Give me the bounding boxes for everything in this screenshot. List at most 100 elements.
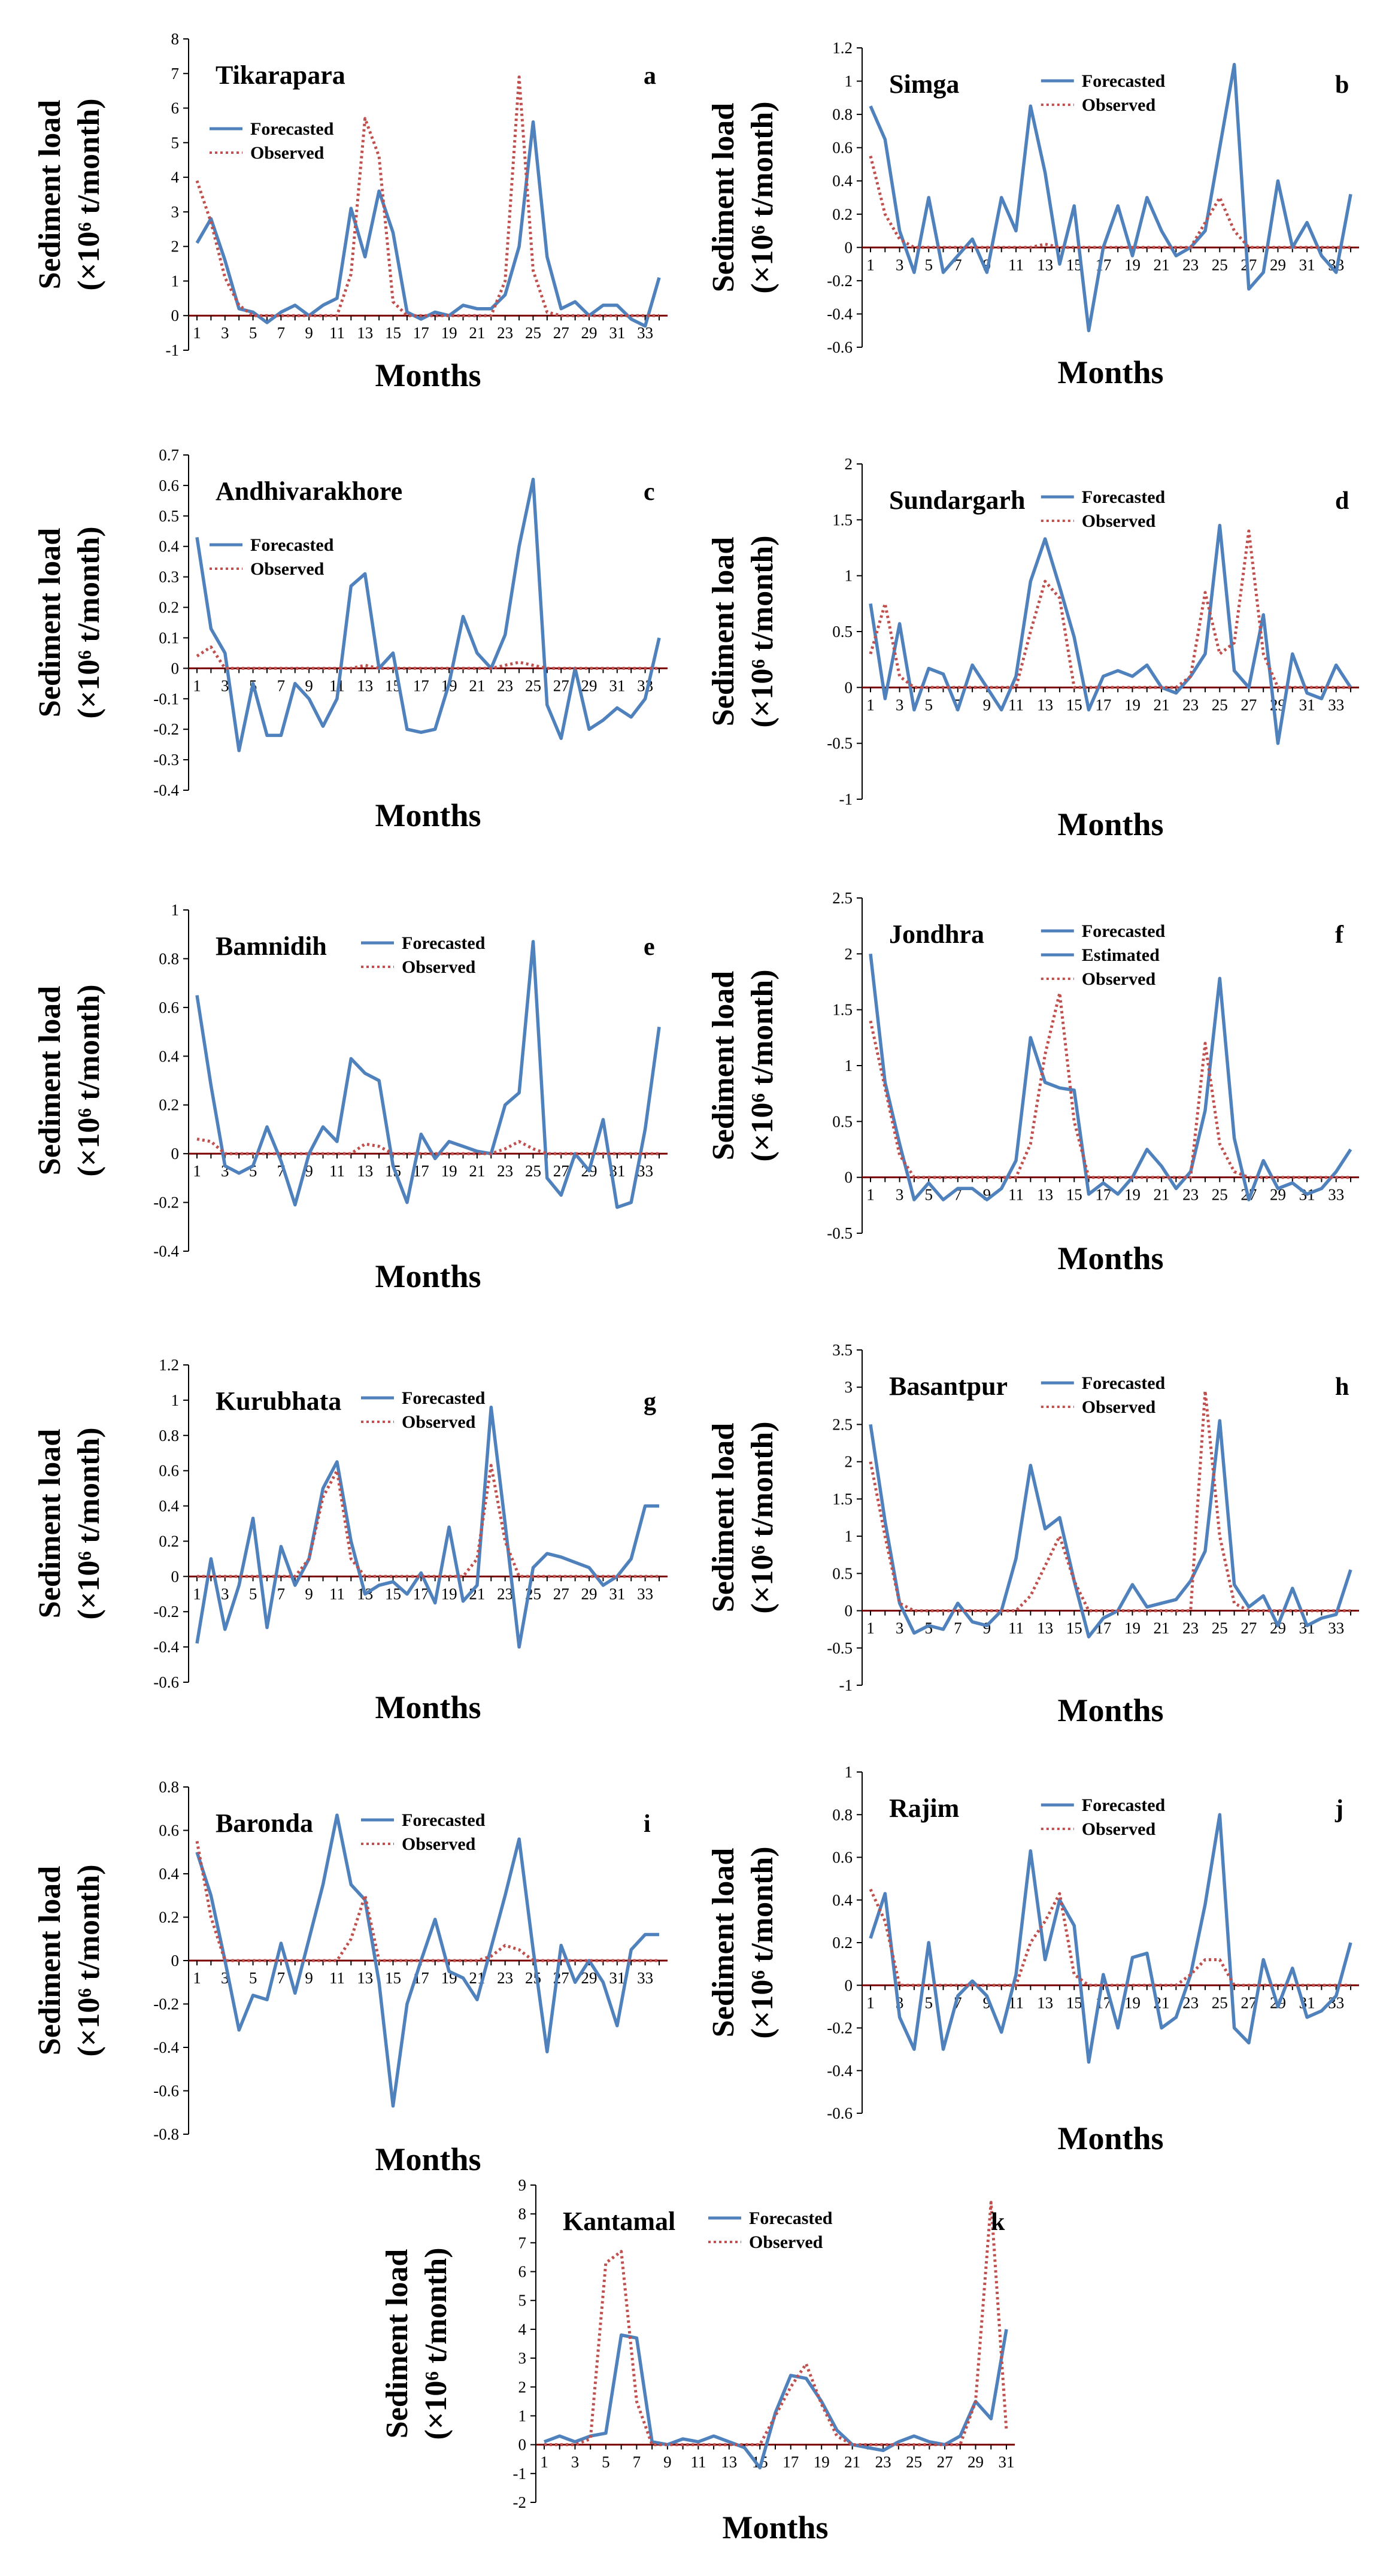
series-line-forecasted <box>869 63 1352 332</box>
x-tick-label: 33 <box>1328 1186 1344 1204</box>
y-tick-label: 0.8 <box>159 1427 179 1445</box>
legend-label-forecasted: Forecasted <box>749 2208 833 2228</box>
panel-title: Kantamal <box>563 2207 675 2236</box>
x-axis-label: Months <box>375 1689 481 1725</box>
y-tick-label: 0.8 <box>159 1778 179 1796</box>
x-tick-label: 27 <box>553 676 569 694</box>
y-tick-label: 0 <box>845 1976 853 1994</box>
y-tick-label: 7 <box>518 2234 527 2252</box>
y-tick-label: 6 <box>171 99 180 117</box>
x-tick-label: 23 <box>1182 1186 1199 1204</box>
y-tick-label: 2 <box>845 455 853 473</box>
x-tick-label: 19 <box>441 324 457 342</box>
x-tick-label: 3 <box>896 1186 904 1204</box>
panel-title: Kurubhata <box>216 1386 341 1416</box>
y-tick-label: -0.5 <box>827 1224 853 1242</box>
y-tick-label: 0.4 <box>832 172 853 190</box>
x-tick-label: 7 <box>277 1585 286 1603</box>
x-tick-label: 13 <box>1037 256 1053 274</box>
y-tick-label: 2.5 <box>832 1415 853 1433</box>
x-tick-label: 11 <box>1008 256 1024 274</box>
y-tick-label: 4 <box>518 2320 527 2338</box>
x-tick-label: 31 <box>609 676 625 694</box>
x-tick-label: 23 <box>1182 1994 1199 2011</box>
x-tick-label: 31 <box>1299 696 1315 714</box>
x-axis-label: Months <box>1057 2120 1163 2156</box>
y-tick-label: 0.2 <box>832 1934 853 1952</box>
y-axis-unit-label: (×10⁶ t/month) <box>419 2247 453 2440</box>
y-tick-label: 0.8 <box>832 1806 853 1823</box>
x-tick-label: 21 <box>1154 1619 1170 1637</box>
y-tick-label: -0.4 <box>827 305 853 323</box>
y-tick-label: 3 <box>171 203 180 221</box>
y-tick-label: 0.6 <box>832 1849 853 1867</box>
y-tick-label: -0.2 <box>827 2019 853 2037</box>
y-tick-label: 0.4 <box>832 1891 853 1909</box>
x-tick-label: 11 <box>329 1585 345 1603</box>
x-axis-label: Months <box>375 2141 481 2177</box>
chart-panel-h: -1-0.500.511.522.533.51 3 5 7 9 11 13 15 17 19 21 2… <box>706 1341 1359 1728</box>
x-tick-label: 1 <box>540 2453 548 2471</box>
x-tick-label: 29 <box>581 676 597 694</box>
x-tick-label: 31 <box>609 324 625 342</box>
y-tick-label: -1 <box>839 1676 853 1694</box>
y-tick-label: 0.2 <box>832 205 853 223</box>
y-tick-label: 0.6 <box>159 1822 179 1840</box>
y-tick-label: 3.5 <box>832 1341 853 1359</box>
panel-title: Sundargarh <box>889 486 1025 515</box>
legend-label-forecasted: Forecasted <box>402 1810 486 1830</box>
x-tick-label: 3 <box>896 1619 904 1637</box>
x-tick-label: 1 <box>866 1619 875 1637</box>
x-tick-label: 13 <box>721 2453 737 2471</box>
y-tick-label: 3 <box>845 1378 853 1396</box>
x-tick-label: 13 <box>357 676 373 694</box>
series-line-observed <box>197 1464 659 1578</box>
panel-letter: c <box>644 478 655 506</box>
x-tick-label: 9 <box>305 676 313 694</box>
x-tick-label: 3 <box>571 2453 580 2471</box>
y-tick-label: 0.8 <box>159 949 179 967</box>
x-tick-label: 21 <box>469 1162 485 1180</box>
y-tick-label: 2 <box>518 2378 527 2396</box>
x-tick-label: 23 <box>1182 256 1199 274</box>
x-axis-label: Months <box>375 797 481 833</box>
legend-label-observed: Observed <box>1082 969 1156 989</box>
x-tick-label: 11 <box>1008 1619 1024 1637</box>
legend-label-forecasted: Forecasted <box>1082 1795 1166 1815</box>
y-tick-label: 0.4 <box>159 1047 179 1065</box>
x-tick-label: 27 <box>553 324 569 342</box>
y-tick-label: -0.3 <box>153 751 179 769</box>
x-tick-label: 9 <box>305 1969 313 1987</box>
x-tick-label: 3 <box>221 1585 229 1603</box>
y-tick-label: 1 <box>171 272 180 290</box>
series-line-forecasted <box>195 477 661 753</box>
series-line-forecasted <box>195 1813 659 2108</box>
x-tick-label: 25 <box>1212 1994 1228 2011</box>
y-tick-label: 1 <box>171 1391 180 1409</box>
y-tick-label: -0.5 <box>827 735 853 753</box>
y-tick-label: -1 <box>839 790 853 808</box>
y-axis-label: Sediment load <box>380 2249 414 2438</box>
legend-label-observed: Observed <box>250 559 324 579</box>
x-tick-label: 27 <box>553 1585 569 1603</box>
y-tick-label: -0.6 <box>153 1673 179 1691</box>
x-tick-label: 25 <box>525 676 541 694</box>
x-tick-label: 33 <box>637 1585 653 1603</box>
x-tick-label: 17 <box>413 676 429 694</box>
x-tick-label: 25 <box>1212 256 1228 274</box>
x-tick-label: 19 <box>441 1585 457 1603</box>
x-tick-label: 9 <box>305 1585 313 1603</box>
x-tick-label: 15 <box>1066 1186 1082 1204</box>
x-tick-label: 7 <box>277 1969 286 1987</box>
panel-letter: h <box>1335 1373 1349 1401</box>
y-tick-label: -0.4 <box>827 2062 853 2080</box>
y-tick-label: 0.6 <box>159 999 179 1017</box>
y-tick-label: 6 <box>518 2263 527 2281</box>
y-tick-label: 0.7 <box>159 446 179 464</box>
y-tick-label: 7 <box>171 65 180 83</box>
x-tick-label: 31 <box>609 1969 625 1987</box>
legend-label-forecasted: Forecasted <box>1082 1373 1166 1393</box>
x-tick-label: 1 <box>866 256 875 274</box>
y-tick-label: -1 <box>166 341 180 359</box>
